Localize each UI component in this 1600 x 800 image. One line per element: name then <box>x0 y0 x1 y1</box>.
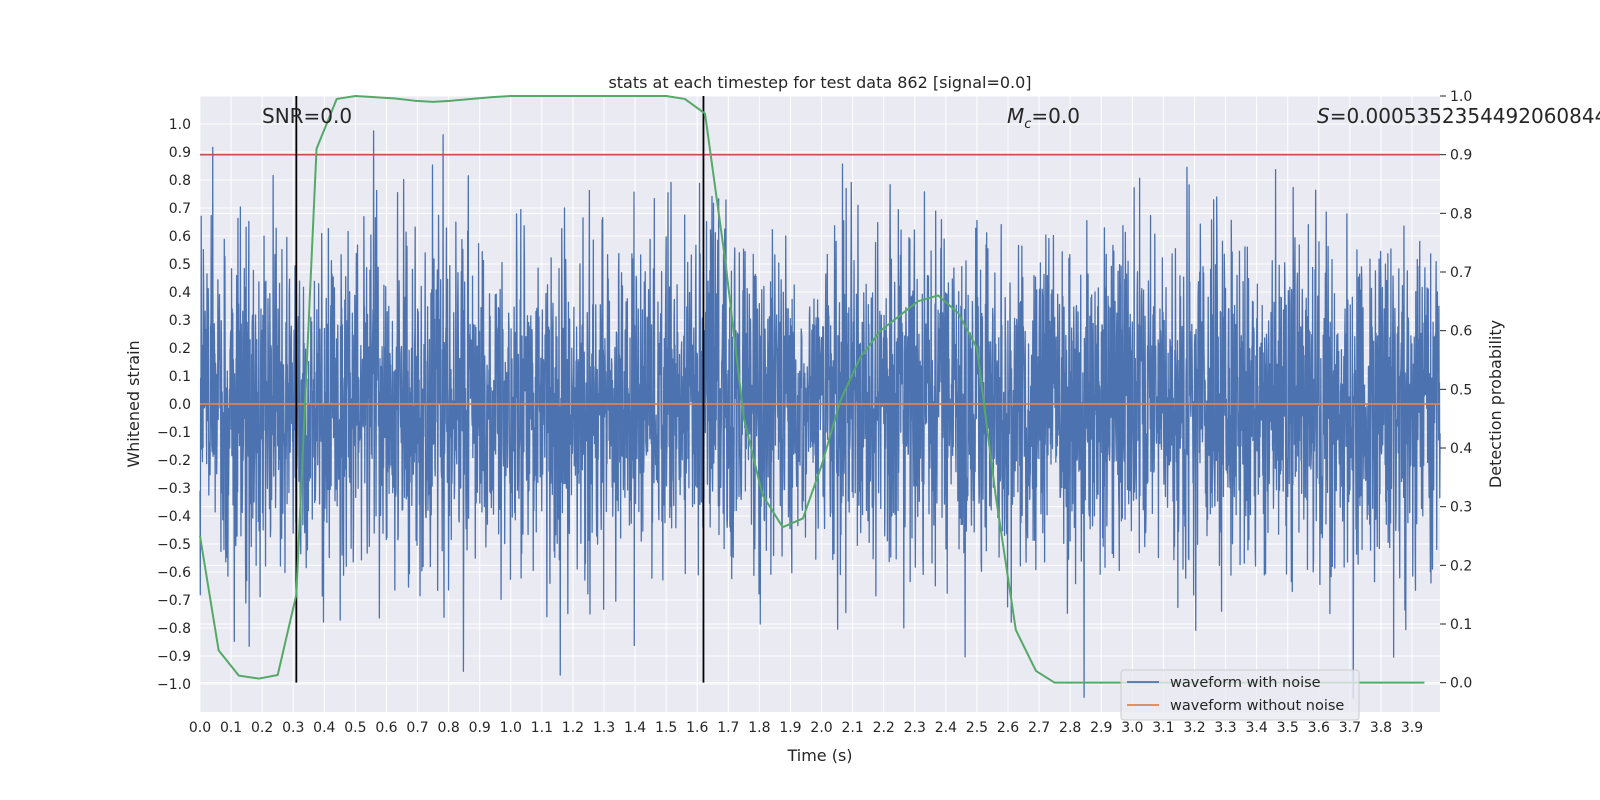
y-tick-label: −1.0 <box>157 677 191 693</box>
x-tick-label: 0.2 <box>251 720 273 736</box>
y-tick-label: −0.7 <box>157 593 191 609</box>
y-tick-label: −0.3 <box>157 481 191 497</box>
y-tick-label: −0.5 <box>157 537 191 553</box>
y-tick-label: 0.4 <box>169 285 191 301</box>
x-tick-label: 1.5 <box>655 720 677 736</box>
x-tick-label: 1.4 <box>624 720 646 736</box>
y2-tick-label: 0.1 <box>1450 617 1472 633</box>
x-tick-label: 2.4 <box>935 720 957 736</box>
y2-tick-label: 0.8 <box>1450 206 1472 222</box>
y2-axis-ticks: 1.0 0.9 0.8 0.7 0.6 0.5 0.4 0.3 0.2 0.1 0.0 <box>1440 89 1472 692</box>
x-tick-label: 3.1 <box>1152 720 1174 736</box>
x-tick-label: 2.3 <box>904 720 926 736</box>
chart-title: stats at each timestep for test data 862… <box>608 73 1031 92</box>
y2-tick-label: 0.5 <box>1450 382 1472 398</box>
x-tick-label: 1.8 <box>748 720 770 736</box>
y-tick-label: −0.6 <box>157 565 191 581</box>
x-axis-ticks: 0.0 0.1 0.2 0.3 0.4 0.5 0.6 0.7 0.8 0.9 1.0 1.1 1.2 1… <box>189 720 1423 736</box>
y-tick-label: 0.5 <box>169 257 191 273</box>
x-tick-label: 0.5 <box>344 720 366 736</box>
legend-label-clean: waveform without noise <box>1170 698 1344 714</box>
chirp-mass-annotation: Mc=0.0 <box>1007 104 1080 132</box>
x-tick-label: 2.9 <box>1090 720 1112 736</box>
x-tick-label: 0.9 <box>469 720 491 736</box>
y-tick-label: 0.8 <box>169 173 191 189</box>
x-tick-label: 0.1 <box>220 720 242 736</box>
x-tick-label: 3.2 <box>1183 720 1205 736</box>
x-tick-label: 1.9 <box>779 720 801 736</box>
chirp-mass-subscript: c <box>1024 117 1031 132</box>
y-tick-label: −0.8 <box>157 621 191 637</box>
x-axis-label: Time (s) <box>786 746 852 765</box>
x-tick-label: 0.6 <box>375 720 397 736</box>
y2-tick-label: 0.9 <box>1450 148 1472 164</box>
x-tick-label: 3.3 <box>1214 720 1236 736</box>
y-tick-label: 0.7 <box>169 201 191 217</box>
y-tick-label: −0.9 <box>157 649 191 665</box>
y-axis-ticks: 1.0 0.9 0.8 0.7 0.6 0.5 0.4 0.3 0.2 0.1 0.0 −0.1 −0.… <box>157 117 191 693</box>
x-tick-label: 2.7 <box>1028 720 1050 736</box>
y2-tick-label: 0.2 <box>1450 558 1472 574</box>
x-tick-label: 0.4 <box>313 720 335 736</box>
x-tick-label: 0.0 <box>189 720 211 736</box>
y-tick-label: 0.2 <box>169 341 191 357</box>
x-tick-label: 1.6 <box>686 720 708 736</box>
x-tick-label: 1.7 <box>717 720 739 736</box>
legend: waveform with noise waveform without noi… <box>1120 669 1360 721</box>
x-tick-label: 3.5 <box>1277 720 1299 736</box>
y-tick-label: 0.1 <box>169 369 191 385</box>
y2-tick-label: 0.4 <box>1450 441 1472 457</box>
s-annotation: S=0.0005352354492060844 <box>1317 104 1600 128</box>
x-tick-label: 1.2 <box>562 720 584 736</box>
x-tick-label: 2.0 <box>810 720 832 736</box>
x-tick-label: 1.1 <box>531 720 553 736</box>
y-tick-label: 0.6 <box>169 229 191 245</box>
y-tick-label: 0.9 <box>169 145 191 161</box>
x-tick-label: 0.7 <box>406 720 428 736</box>
x-tick-label: 2.5 <box>966 720 988 736</box>
x-tick-label: 2.1 <box>841 720 863 736</box>
y-tick-label: −0.2 <box>157 453 191 469</box>
chirp-mass-symbol: M <box>1007 104 1024 128</box>
y2-tick-label: 0.6 <box>1450 324 1472 340</box>
legend-label-noise: waveform with noise <box>1170 675 1321 691</box>
x-tick-label: 0.8 <box>437 720 459 736</box>
noisy-waveform-line <box>199 130 1441 699</box>
x-tick-label: 2.8 <box>1059 720 1081 736</box>
snr-annotation: SNR=0.0 <box>262 104 352 128</box>
y2-axis-label: Detection probability <box>1486 320 1505 488</box>
legend-box <box>1120 669 1360 721</box>
x-tick-label: 0.3 <box>282 720 304 736</box>
x-tick-label: 3.8 <box>1370 720 1392 736</box>
s-value: =0.0005352354492060844 <box>1330 104 1600 128</box>
y-tick-label: 0.0 <box>169 397 191 413</box>
x-tick-label: 2.6 <box>997 720 1019 736</box>
x-tick-label: 3.0 <box>1121 720 1143 736</box>
waveform-with-noise-series <box>199 130 1441 699</box>
y-tick-label: 0.3 <box>169 313 191 329</box>
y-axis-label: Whitened strain <box>124 340 143 467</box>
x-tick-label: 2.2 <box>873 720 895 736</box>
x-tick-label: 1.3 <box>593 720 615 736</box>
y-tick-label: −0.4 <box>157 509 191 525</box>
y2-tick-label: 0.0 <box>1450 676 1472 692</box>
y-tick-label: 1.0 <box>169 117 191 133</box>
x-tick-label: 3.7 <box>1339 720 1361 736</box>
y2-tick-label: 0.7 <box>1450 265 1472 281</box>
x-tick-label: 1.0 <box>500 720 522 736</box>
y2-tick-label: 0.3 <box>1450 500 1472 516</box>
s-symbol: S <box>1317 104 1330 128</box>
x-tick-label: 3.9 <box>1401 720 1423 736</box>
chirp-mass-value: =0.0 <box>1031 104 1080 128</box>
x-tick-label: 3.4 <box>1246 720 1268 736</box>
x-tick-label: 3.6 <box>1308 720 1330 736</box>
y2-tick-label: 1.0 <box>1450 89 1472 105</box>
y-tick-label: −0.1 <box>157 425 191 441</box>
